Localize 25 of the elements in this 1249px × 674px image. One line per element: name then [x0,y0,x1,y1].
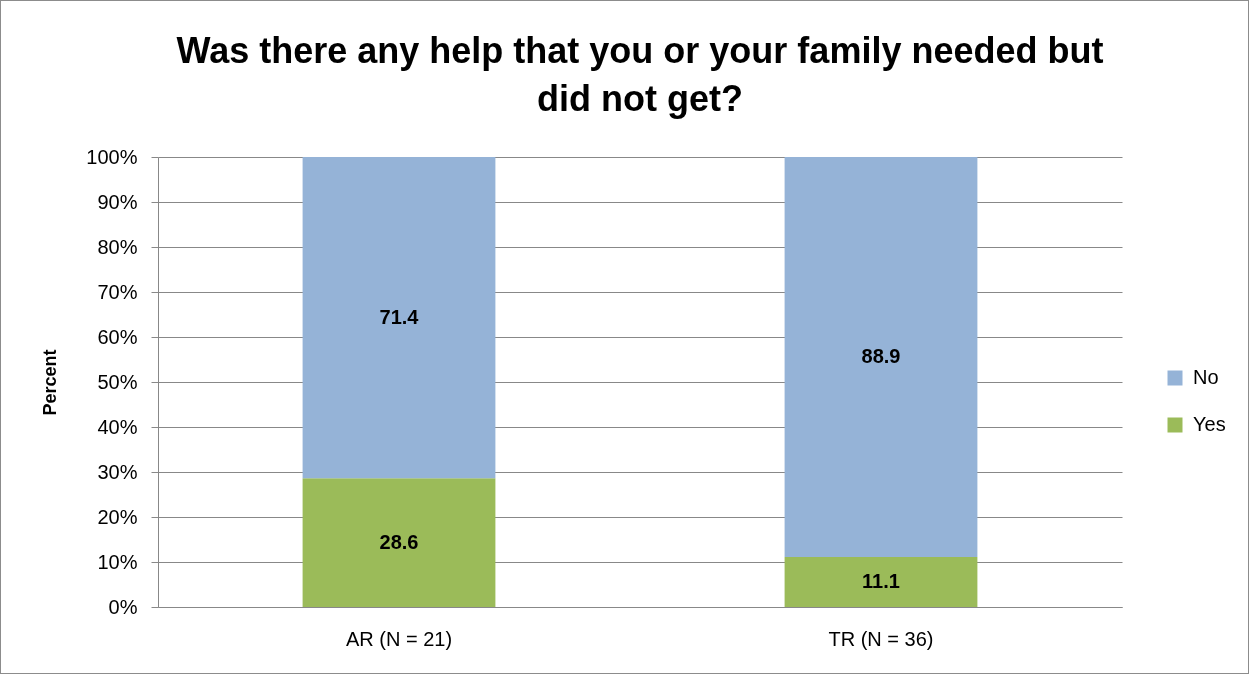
bar [784,557,978,607]
y-tick-label: 10% [97,550,138,573]
y-tick-label: 90% [97,190,138,213]
data-label: 88.9 [861,345,901,368]
y-axis-title: Percent [40,349,61,416]
chart-title: Was there any help that you or your family needed but did not get? [176,30,1104,119]
y-tick-label: 20% [97,505,138,528]
y-tick-label: 60% [97,325,138,348]
x-tick-label: TR (N = 36) [828,627,934,650]
bar [302,478,496,607]
legend-label: Yes [1193,413,1226,435]
y-tick-label: 0% [108,595,138,618]
y-tick-label: 80% [97,235,138,258]
x-tick-label: AR (N = 21) [345,627,453,650]
data-label: 28.6 [379,530,419,553]
y-tick-label: 30% [97,460,138,483]
y-tick-label: 100% [86,145,138,168]
y-tick-label: 50% [97,370,138,393]
data-label: 71.4 [379,305,420,328]
bar [302,157,496,479]
data-label: 11.1 [862,570,900,593]
y-tick-label: 40% [97,415,138,438]
bar [784,157,978,558]
y-tick-label: 70% [97,280,138,303]
legend-label: No [1193,366,1219,388]
